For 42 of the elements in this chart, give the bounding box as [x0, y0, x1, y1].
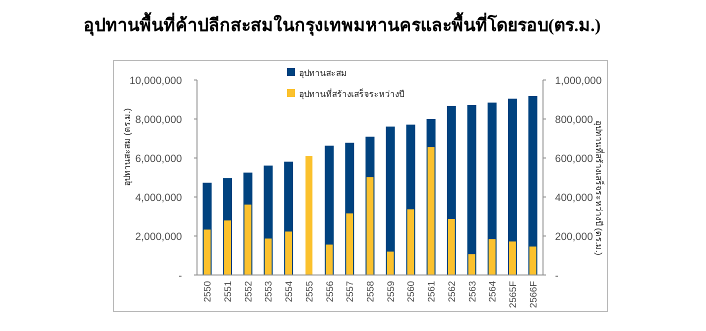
y2-tick-label: 800,000	[555, 114, 594, 126]
bar	[326, 244, 333, 275]
x-tick-label: 2551	[223, 281, 234, 302]
y2-axis-title: อุปทานที่สร้างเสร็จระหว่างปี (ตร.ม.)	[593, 120, 605, 256]
y-tick-label: 4,000,000	[135, 192, 182, 204]
x-tick-label: 2561	[426, 281, 438, 302]
x-tick-label: 2553	[264, 281, 275, 302]
y-tick-label: 8,000,000	[135, 114, 182, 126]
x-tick-label: 2556	[324, 281, 336, 302]
y2-tick-label: 200,000	[555, 231, 594, 243]
legend-label: อุปทานสะสม	[299, 68, 347, 79]
x-tick-label: 2555	[304, 281, 316, 302]
bar	[488, 239, 496, 275]
y2-tick-label: 600,000	[555, 153, 594, 165]
x-tick-label: 2554	[284, 281, 296, 302]
x-tick-label: 2558	[366, 281, 376, 302]
x-tick-label: 2566F	[528, 280, 540, 308]
y-tick-label: 6,000,000	[135, 153, 182, 165]
y2-tick-label: -	[555, 270, 559, 282]
x-tick-label: 2550	[202, 281, 214, 302]
y-axis-title: อุปทานสะสม (ตร.ม.)	[122, 108, 133, 186]
x-tick-label: 2559	[386, 281, 397, 302]
bar	[305, 156, 312, 275]
x-tick-label: 2564	[488, 281, 499, 302]
y-tick-label: 10,000,000	[129, 75, 182, 87]
bar	[468, 254, 476, 275]
x-tick-label: 2557	[345, 281, 356, 302]
bar	[467, 104, 476, 275]
x-tick-label: 2565F	[508, 280, 519, 308]
y-tick-label: 2,000,000	[135, 231, 182, 243]
bar	[509, 241, 516, 275]
legend-label: อุปทานที่สร้างเสร็จระหว่างปี	[299, 88, 404, 100]
y2-tick-label: 400,000	[555, 192, 594, 204]
x-tick-label: 2560	[406, 281, 418, 302]
bar	[386, 252, 394, 275]
y-tick-label: -	[178, 270, 182, 282]
y2-tick-label: 1,000,000	[555, 75, 602, 87]
x-tick-label: 2562	[446, 281, 458, 302]
x-tick-label: 2563	[467, 281, 478, 302]
x-tick-label: 2552	[243, 281, 254, 302]
bar	[529, 246, 536, 275]
chart-title: อุปทานพื้นที่ค้าปลีกสะสมในกรุงเทพมหานครและพื้นที่โดยรอบ(ตร.ม.)	[83, 12, 601, 36]
